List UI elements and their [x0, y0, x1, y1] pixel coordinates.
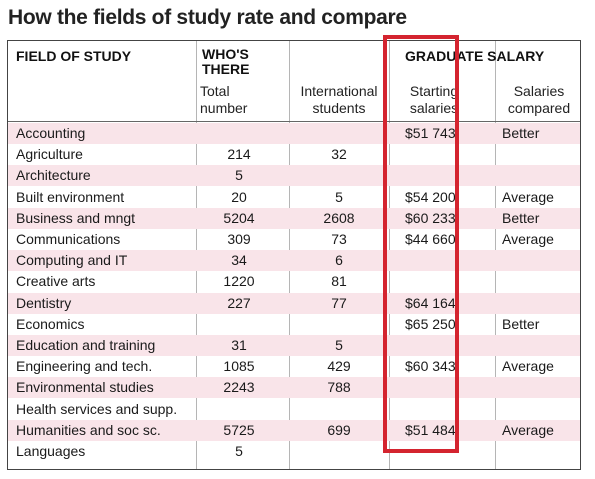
table-row: Economics $65 250 Better [8, 314, 580, 335]
header-starting-salaries: Starting salaries [398, 83, 470, 117]
row-international: 81 [331, 273, 347, 290]
row-field: Economics [16, 315, 85, 332]
table-row: Agriculture 214 32 [8, 144, 580, 165]
table-row: Languages 5 [8, 441, 580, 462]
row-international [289, 399, 389, 420]
row-international: 6 [335, 252, 343, 269]
row-starting-salary: $51 743 [405, 125, 456, 141]
row-field: Environmental studies [16, 379, 154, 396]
row-starting-salary: $51 484 [405, 421, 456, 438]
table-row: Communications 309 73 $44 660 Average [8, 229, 580, 250]
row-international: 32 [331, 146, 347, 163]
row-total: 1220 [223, 273, 255, 290]
row-starting-salary: $54 200 [405, 188, 456, 205]
header-total-number: Total number [200, 83, 247, 117]
row-field: Education and training [16, 337, 156, 353]
row-total: 227 [227, 294, 251, 311]
row-total: 2243 [223, 379, 255, 396]
row-salary-comparison: Average [502, 421, 554, 438]
row-field: Dentistry [16, 294, 72, 311]
header-total-line2: number [200, 100, 248, 116]
row-starting-salary: $60 233 [405, 209, 456, 226]
row-total [189, 123, 289, 144]
row-salary-comparison: Average [502, 231, 554, 247]
row-international: 73 [331, 231, 347, 247]
row-field: Business and mngt [16, 209, 136, 226]
row-starting-salary: $65 250 [405, 315, 456, 332]
header-total-line1: Total [200, 83, 230, 99]
table-row: Architecture 5 [8, 165, 580, 187]
row-total: 31 [231, 337, 247, 353]
header-international-students: International students [289, 83, 389, 117]
table-row: Engineering and tech. 1085 429 $60 343 Avera… [8, 356, 580, 377]
row-total [189, 399, 289, 420]
row-field: Computing and IT [16, 252, 128, 269]
row-total: 5204 [223, 209, 255, 226]
row-international: 77 [331, 294, 347, 311]
row-starting-salary: $44 660 [405, 231, 456, 247]
table-row: Business and mngt 5204 2608 $60 233 Better [8, 207, 580, 229]
table-row: Accounting $51 743 Better [8, 123, 580, 144]
row-international [289, 441, 389, 462]
table-row: Health services and supp. [8, 399, 580, 420]
header-divider [8, 121, 580, 122]
row-international: 5 [335, 337, 343, 353]
row-total: 5 [235, 443, 243, 459]
header-whos-there-line1: WHO'S [202, 46, 249, 62]
header-whos-there-line2: THERE [202, 61, 250, 77]
page-title: How the fields of study rate and compare [8, 6, 407, 29]
header-graduate-salary: GRADUATE SALARY [405, 48, 545, 64]
row-salary-comparison: Better [502, 125, 540, 141]
row-total [189, 314, 289, 335]
table-row: Environmental studies 2243 788 [8, 377, 580, 399]
row-total: 34 [231, 252, 247, 269]
header-starting-line1: Starting [409, 83, 459, 99]
row-field: Humanities and soc sc. [16, 421, 161, 438]
row-total: 5 [235, 167, 243, 184]
row-field: Creative arts [16, 273, 96, 290]
row-total: 5725 [223, 421, 255, 438]
row-international: 429 [327, 358, 351, 375]
table-row: Built environment 20 5 $54 200 Average [8, 187, 580, 208]
row-total: 1085 [223, 358, 255, 375]
row-field: Engineering and tech. [16, 358, 153, 375]
row-international: 788 [327, 379, 351, 396]
table-row: Humanities and soc sc. 5725 699 $51 484 Aver… [8, 419, 580, 441]
row-salary-comparison: Average [502, 358, 554, 375]
row-salary-comparison: Better [502, 315, 540, 332]
header-intl-line1: International [300, 83, 378, 99]
row-international: 5 [335, 188, 343, 205]
row-international [289, 314, 389, 335]
row-field: Built environment [16, 188, 125, 205]
row-field: Accounting [16, 125, 86, 141]
row-starting-salary: $60 343 [405, 358, 456, 375]
header-compared-line2: compared [507, 100, 571, 116]
row-total: 20 [231, 188, 247, 205]
row-salary-comparison: Better [502, 209, 540, 226]
table-row: Dentistry 227 77 $64 164 [8, 292, 580, 314]
header-salaries-compared: Salaries compared [496, 83, 580, 117]
row-international: 699 [327, 421, 351, 438]
row-international: 2608 [323, 209, 355, 226]
row-total: 214 [227, 146, 251, 163]
row-field: Health services and supp. [16, 400, 178, 417]
header-intl-line2: students [312, 100, 366, 116]
row-salary-comparison: Average [502, 188, 554, 205]
table-row: Computing and IT 34 6 [8, 250, 580, 272]
header-compared-line1: Salaries [513, 83, 565, 99]
row-international [289, 165, 389, 186]
table-row: Creative arts 1220 81 [8, 271, 580, 292]
row-field: Agriculture [16, 146, 83, 163]
header-field-of-study: FIELD OF STUDY [16, 48, 132, 64]
table-row: Education and training 31 5 [8, 335, 580, 356]
row-total: 309 [227, 231, 251, 247]
row-field: Communications [16, 231, 121, 247]
row-field: Architecture [16, 167, 91, 184]
row-field: Languages [16, 443, 86, 459]
row-international [289, 123, 389, 144]
header-starting-line2: salaries [409, 100, 459, 116]
study-fields-table: FIELD OF STUDY WHO'S THERE GRADUATE SALA… [7, 40, 581, 470]
row-starting-salary: $64 164 [405, 294, 456, 311]
